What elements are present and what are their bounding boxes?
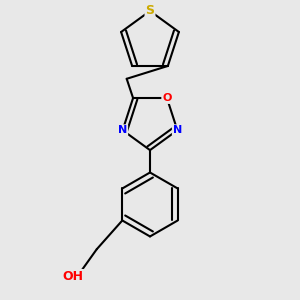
Text: O: O	[162, 93, 172, 103]
Text: N: N	[118, 125, 127, 135]
Text: S: S	[146, 4, 154, 17]
Text: OH: OH	[62, 270, 83, 283]
Text: N: N	[173, 125, 182, 135]
